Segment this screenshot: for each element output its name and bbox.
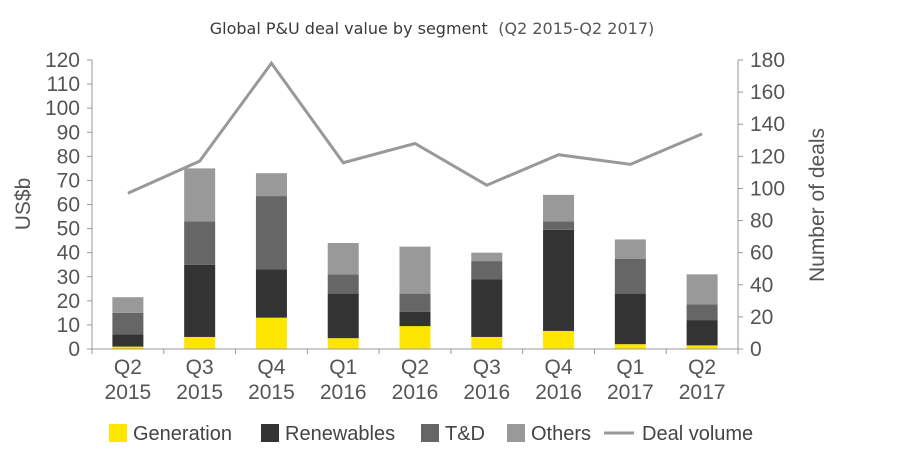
right-tick-label: 180 [750,49,785,72]
bar-renewables-0 [112,334,144,347]
right-tick-label: 100 [750,177,785,200]
left-tick-label: 80 [57,145,80,168]
bar-others-3 [327,243,359,275]
right-y-axis: 0 20 40 60 80 100 120 140 160 180 [737,49,785,361]
bar-renewables-4 [399,311,431,327]
left-tick-label: 90 [57,121,80,144]
bar-generation-6 [543,330,575,349]
right-tick-label: 160 [750,81,785,104]
legend-swatch-t-d [421,424,439,442]
right-tick-label: 140 [750,113,785,136]
legend-label-t-d: T&D [445,423,485,445]
right-tick-label: 20 [750,306,773,329]
x-tick-label: Q2 2015 [105,356,152,404]
left-y-axis-title: US$b [12,178,35,231]
left-tick-label: 30 [57,266,80,289]
x-tick-label: Q4 2015 [248,356,295,404]
bar-others-8 [686,274,718,305]
bar-renewables-1 [184,264,216,337]
chart-title: Global P&U deal value by segment (Q2 201… [210,19,655,38]
right-y-axis-title: Number of deals [806,128,829,282]
x-tick-label: Q2 2017 [679,356,726,404]
bar-t-d-1 [184,221,216,265]
bar-others-0 [112,297,144,313]
bar-generation-2 [255,317,287,349]
deal-volume-line-group [127,60,703,195]
bar-renewables-7 [614,293,646,345]
bar-t-d-0 [112,312,144,335]
bar-t-d-7 [614,258,646,294]
legend-swatch-generation [109,424,127,442]
right-tick-label: 40 [750,274,773,297]
left-tick-label: 10 [57,314,80,337]
legend-label-generation: Generation [133,423,232,445]
bar-others-7 [614,239,646,259]
bar-renewables-2 [255,269,287,318]
legend-swatch-others [507,424,525,442]
x-tick-label: Q3 2015 [176,356,223,404]
left-tick-label: 0 [68,338,80,361]
bar-generation-4 [399,326,431,349]
right-tick-label: 120 [750,145,785,168]
legend-label-deal-volume: Deal volume [642,423,753,445]
bar-others-6 [543,194,575,222]
bar-t-d-3 [327,274,359,294]
right-tick-label: 60 [750,242,773,265]
bar-t-d-8 [686,304,718,321]
x-tick-label: Q1 2017 [607,356,654,404]
bar-t-d-4 [399,293,431,312]
left-tick-label: 70 [57,169,80,192]
bar-generation-1 [184,336,216,349]
right-tick-label: 80 [750,210,773,233]
bar-t-d-5 [471,261,503,280]
legend-label-renewables: Renewables [285,423,395,445]
chart-title-main: Global P&U deal value by segment [210,19,488,38]
bar-generation-3 [327,338,359,349]
bar-generation-8 [686,345,718,349]
bar-renewables-3 [327,293,359,339]
legend-label-others: Others [531,423,591,445]
bars-group [112,168,718,349]
bar-renewables-6 [543,229,575,331]
left-tick-label: 100 [45,97,80,120]
left-tick-label: 120 [45,49,80,72]
bar-others-4 [399,246,431,294]
left-tick-label: 40 [57,242,80,265]
left-tick-label: 110 [47,73,80,96]
x-axis: Q2 2015 Q3 2015 Q4 2015 Q1 2016 Q2 2016 Q3 2016 Q4 20… [91,348,739,404]
chart-subtitle: (Q2 2015-Q2 2017) [498,19,654,38]
x-tick-label: Q2 2016 [392,356,439,404]
legend: Generation Renewables T&D Others Deal volume [109,423,753,445]
bar-others-1 [184,168,216,222]
left-tick-label: 50 [57,218,80,241]
bar-generation-5 [471,336,503,349]
bar-renewables-5 [471,279,503,337]
x-tick-label: Q3 2016 [463,356,510,404]
bar-t-d-2 [255,196,287,270]
deal-volume-line [127,60,703,195]
left-tick-label: 60 [57,194,80,217]
bar-generation-7 [614,344,646,349]
legend-swatch-renewables [261,424,279,442]
right-tick-label: 0 [750,338,762,361]
x-tick-label: Q4 2016 [535,356,582,404]
bar-renewables-8 [686,320,718,346]
x-tick-label: Q1 2016 [320,356,367,404]
bar-others-5 [471,252,503,262]
left-tick-label: 20 [57,290,80,313]
bar-t-d-6 [543,221,575,230]
bar-others-2 [255,173,287,197]
bar-generation-0 [112,346,144,349]
